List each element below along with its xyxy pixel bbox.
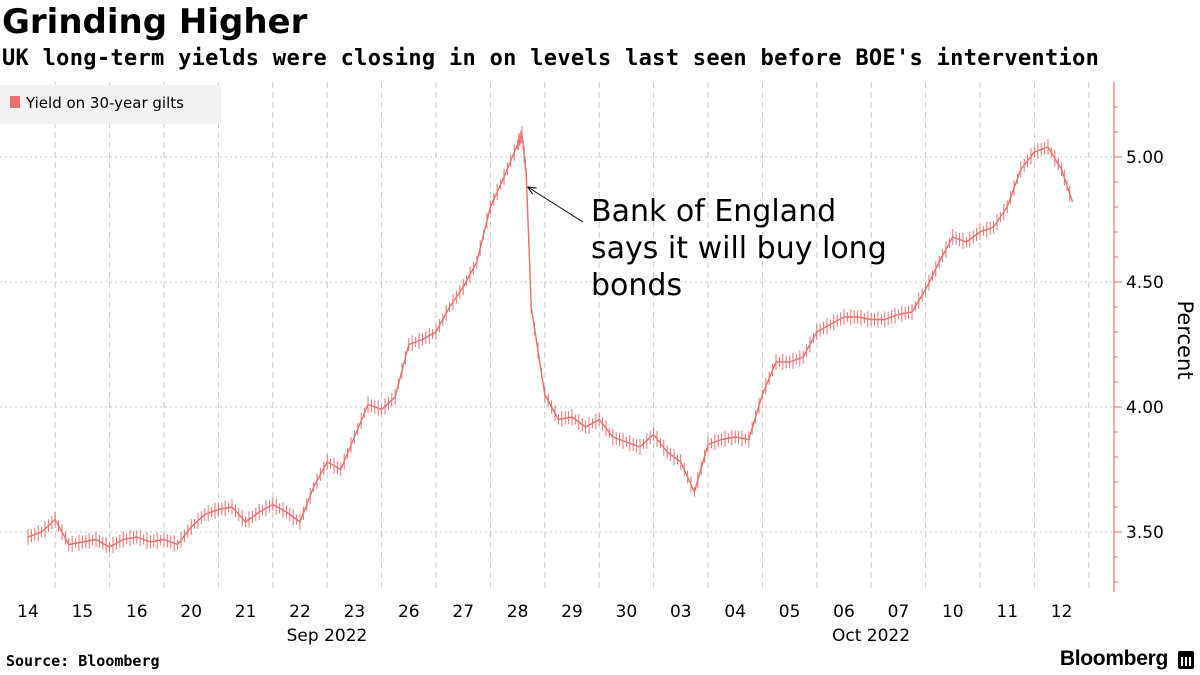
series-line [27, 133, 1074, 548]
x-tick-label: 21 [235, 602, 257, 622]
x-month-label: Sep 2022 [287, 626, 368, 646]
annotation-text: says it will buy long [591, 231, 887, 266]
annotation-arrow [527, 186, 584, 223]
x-tick-label: 30 [616, 602, 638, 622]
legend-label: Yield on 30-year gilts [25, 94, 184, 112]
x-axis: 14 15 16 20 21 22 23 26 27 28 29 30 03 04 05 06 07 10 11 12… [17, 602, 1072, 646]
x-tick-label: 28 [507, 602, 529, 622]
annotation-text: Bank of England [591, 194, 836, 229]
annotation-text: bonds [591, 268, 682, 303]
x-month-label: Oct 2022 [832, 626, 910, 646]
y-tick-label: 5.00 [1126, 148, 1164, 168]
annotation-arrowhead [527, 186, 537, 195]
chart-title: Grinding Higher [2, 2, 308, 42]
x-tick-label: 23 [344, 602, 366, 622]
y-tick-label: 3.50 [1126, 523, 1164, 543]
x-tick-label: 04 [724, 602, 746, 622]
legend: Yield on 30-year gilts [0, 85, 221, 124]
legend-swatch [10, 96, 20, 108]
x-tick-label: 22 [289, 602, 311, 622]
y-tick-label: 4.00 [1126, 398, 1164, 418]
series-bars [27, 126, 1071, 554]
x-tick-label: 26 [398, 602, 420, 622]
x-tick-label: 03 [670, 602, 692, 622]
x-tick-label: 27 [452, 602, 474, 622]
x-tick-label: 15 [72, 602, 94, 622]
x-tick-label: 14 [17, 602, 39, 622]
x-tick-label: 12 [1051, 602, 1073, 622]
chart-subtitle: UK long-term yields were closing in on l… [2, 46, 1100, 71]
terminal-icon [1178, 651, 1194, 669]
legend-box [0, 85, 221, 124]
x-tick-label: 16 [126, 602, 148, 622]
y-axis: 3.50 4.00 4.50 5.00 Percent [1113, 82, 1197, 592]
x-tick-label: 20 [180, 602, 202, 622]
x-tick-label: 07 [888, 602, 910, 622]
x-tick-label: 10 [942, 602, 964, 622]
horizontal-gridlines [0, 156, 1114, 533]
brand-logo: Bloomberg [1059, 647, 1168, 670]
y-axis-title: Percent [1173, 300, 1197, 379]
x-tick-label: 06 [833, 602, 855, 622]
vertical-gridlines [54, 82, 1090, 592]
series-layer [27, 126, 1074, 554]
source-note: Source: Bloomberg [6, 652, 160, 670]
x-tick-label: 29 [561, 602, 583, 622]
x-tick-label: 11 [996, 602, 1018, 622]
y-tick-label: 4.50 [1126, 273, 1164, 293]
x-tick-label: 05 [779, 602, 801, 622]
